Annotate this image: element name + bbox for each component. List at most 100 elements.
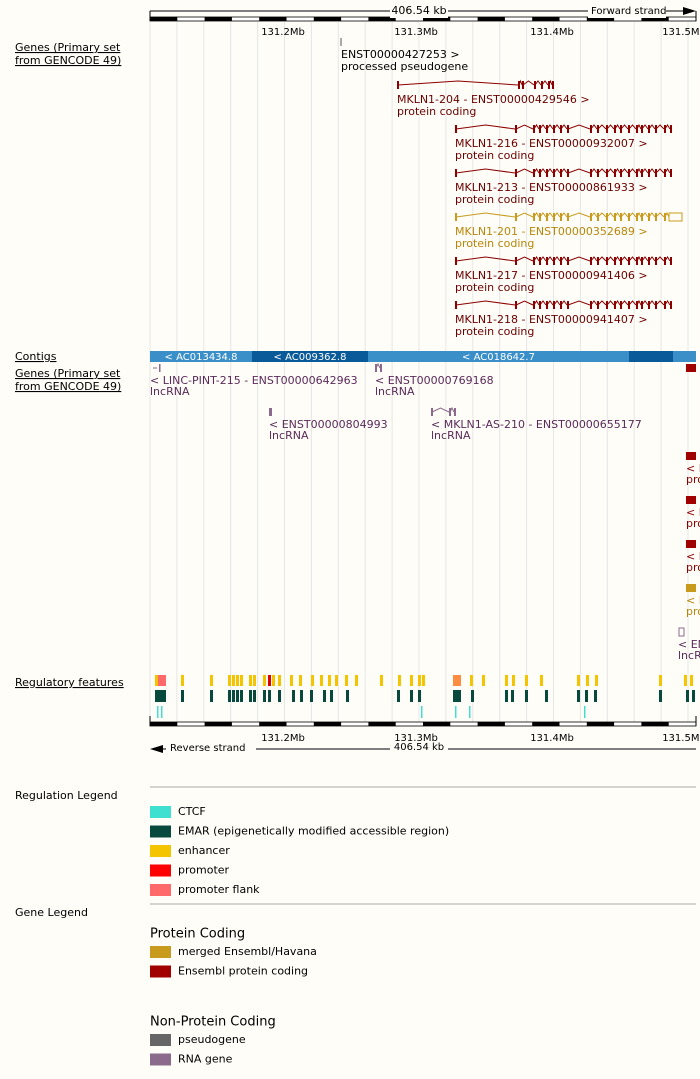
- legend-swatch: [150, 1034, 171, 1046]
- intron: [455, 300, 516, 306]
- transcript-biotype: processed pseudogene: [341, 60, 468, 73]
- scale-block: [641, 722, 669, 726]
- exon: [641, 169, 643, 177]
- intron: [567, 168, 591, 174]
- tick-label: 131.2Mb: [261, 27, 305, 38]
- emar: [471, 690, 474, 702]
- emar: [692, 690, 695, 702]
- emar: [249, 690, 252, 702]
- enhancer: [422, 675, 425, 686]
- scale-block: [313, 17, 342, 21]
- intron: [620, 168, 629, 174]
- exon: [636, 301, 638, 309]
- exon: [641, 301, 643, 309]
- exon: [455, 257, 457, 265]
- intron: [606, 256, 615, 262]
- transcript-name: < MKLN1-AS-210 - ENST00000655177: [431, 418, 642, 431]
- transcript-name: < I: [686, 462, 700, 475]
- transcript-name: < ENST00000804993: [269, 418, 388, 431]
- enhancer: [540, 675, 543, 686]
- transcript-name: MKLN1-218 - ENST00000941407 >: [455, 313, 648, 326]
- enhancer: [380, 675, 383, 686]
- emar: [300, 690, 303, 702]
- enhancer: [253, 675, 256, 686]
- enhancer: [470, 675, 473, 686]
- emar: [155, 690, 166, 702]
- legend-swatch: [150, 884, 171, 896]
- enhancer: [299, 675, 302, 686]
- exon: [567, 125, 569, 133]
- scale-block: [259, 17, 287, 21]
- transcript-biotype: prot: [686, 605, 700, 618]
- intron: [606, 168, 615, 174]
- emar: [263, 690, 266, 702]
- intron: [397, 80, 519, 86]
- emar: [236, 690, 239, 702]
- enhancer: [320, 675, 323, 686]
- intron: [620, 300, 629, 306]
- intron: [515, 300, 534, 306]
- enhancer: [278, 675, 281, 686]
- exon: [539, 301, 541, 309]
- transcript-biotype: prot: [686, 473, 700, 486]
- legend-group-title: Non-Protein Coding: [150, 1015, 276, 1030]
- enhancer: [512, 675, 515, 686]
- exon: [620, 125, 622, 133]
- label-bg: [588, 4, 666, 18]
- exon: [455, 301, 457, 309]
- exon: [546, 125, 548, 133]
- enhancer: [586, 675, 589, 686]
- exon: [655, 125, 657, 133]
- enhancer: [482, 675, 485, 686]
- scale-block: [368, 17, 396, 21]
- exon: [664, 257, 666, 265]
- exon: [597, 169, 599, 177]
- intron: [597, 212, 607, 218]
- scale-block: [204, 722, 232, 726]
- exon: [539, 125, 541, 133]
- enhancer: [311, 675, 314, 686]
- reverse-strand: Reverse strand: [170, 743, 245, 754]
- track-label: from GENCODE 49): [15, 380, 121, 393]
- transcript-biotype: lncRNA: [431, 429, 471, 442]
- exon: [560, 301, 562, 309]
- intron: [655, 212, 665, 218]
- exon: [269, 408, 272, 416]
- transcript-biotype: protein coding: [455, 325, 534, 338]
- scale-block: [532, 17, 560, 21]
- transcript-name: < EN: [678, 638, 700, 651]
- exon: [648, 169, 650, 177]
- track-label: Genes (Primary set: [15, 41, 121, 54]
- exon: [553, 301, 555, 309]
- legend-swatch: [150, 825, 171, 838]
- exon: [628, 301, 630, 309]
- exon: [628, 169, 630, 177]
- exon: [686, 364, 696, 372]
- legend-label: CTCF: [178, 805, 206, 818]
- exon: [614, 213, 616, 221]
- arrow: [150, 745, 163, 753]
- exon: [567, 257, 569, 265]
- length: 406.54 kb: [391, 4, 446, 17]
- transcript-biotype: prot: [686, 561, 700, 574]
- exon: [628, 257, 630, 265]
- enhancer: [236, 675, 239, 686]
- exon: [546, 301, 548, 309]
- exon: [597, 213, 599, 221]
- intron: [567, 212, 591, 218]
- emar: [525, 690, 528, 702]
- intron: [597, 124, 607, 130]
- label-bg: [390, 740, 448, 754]
- promoter-flank: [155, 675, 166, 686]
- exon: [655, 257, 657, 265]
- exon: [686, 496, 696, 504]
- transcript-name: < LINC-PINT-215 - ENST00000642963: [150, 374, 358, 387]
- emar: [686, 690, 689, 702]
- exon: [546, 257, 548, 265]
- exon: [560, 169, 562, 177]
- exon: [449, 408, 451, 416]
- intron: [628, 256, 637, 262]
- exon: [533, 301, 535, 309]
